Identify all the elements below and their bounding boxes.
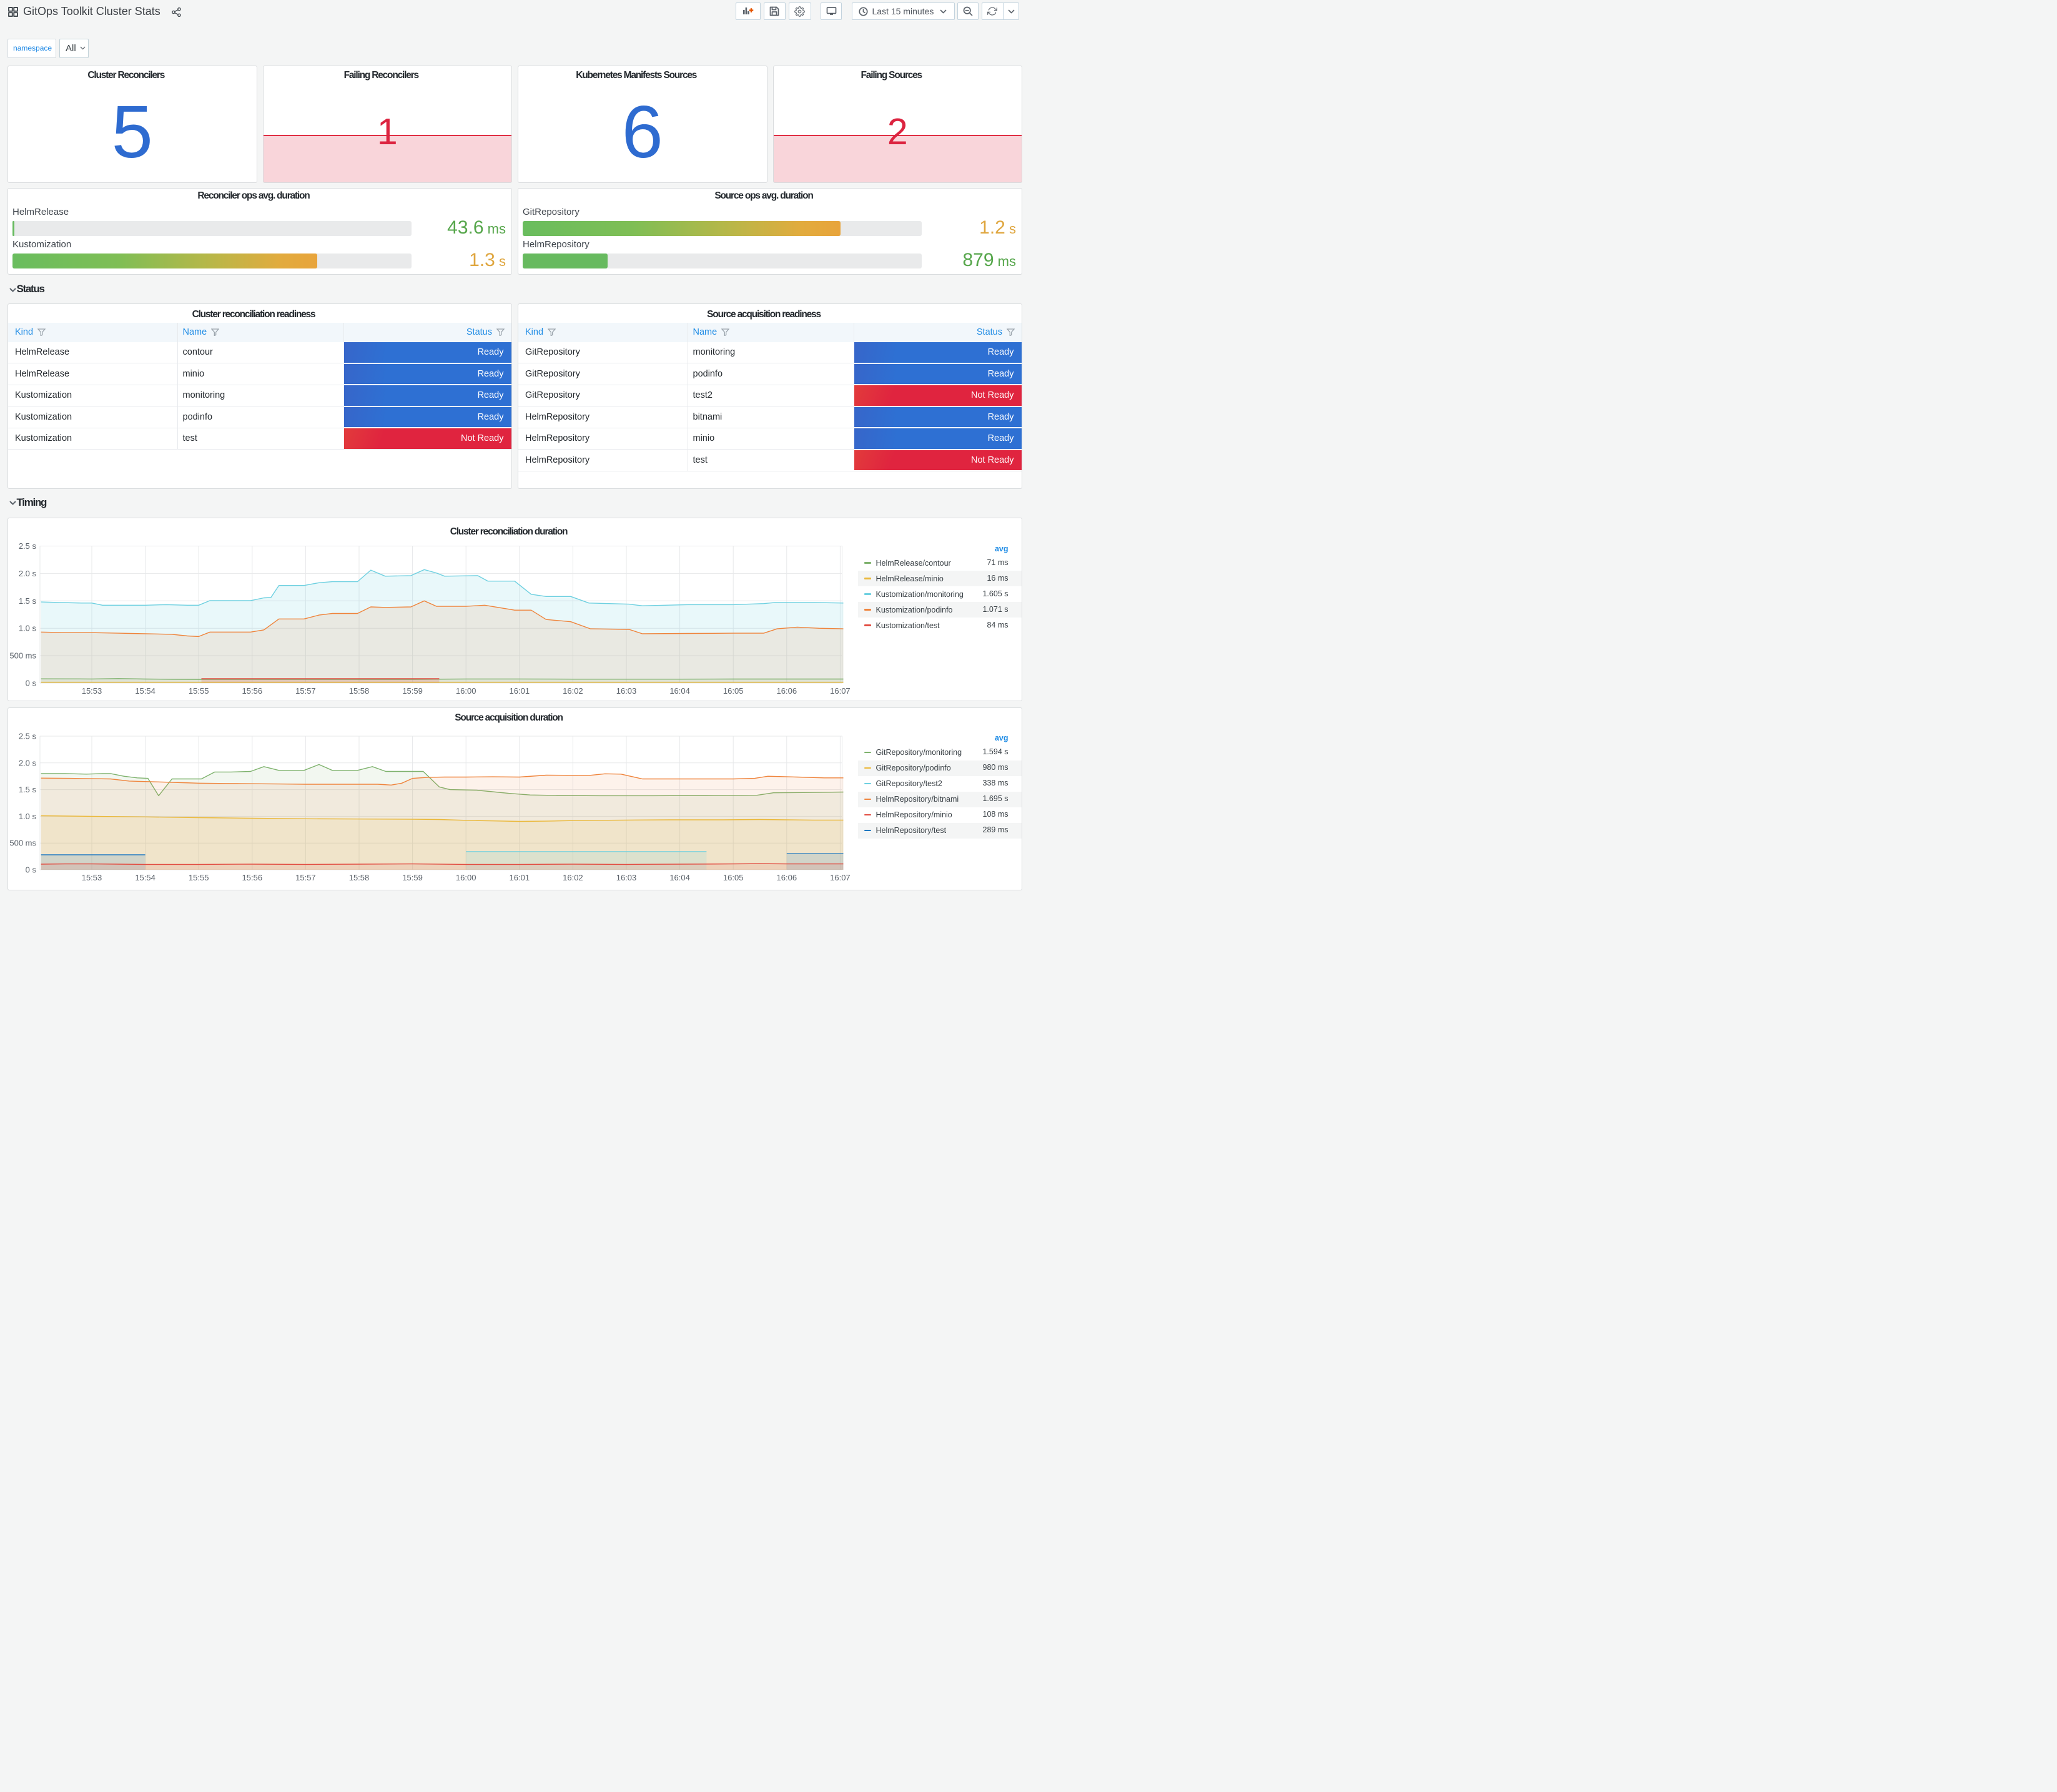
svg-text:16:01: 16:01 (510, 686, 530, 696)
svg-text:16:07: 16:07 (830, 686, 851, 696)
svg-text:16:06: 16:06 (777, 873, 797, 882)
svg-text:2.5 s: 2.5 s (19, 541, 37, 551)
svg-text:15:53: 15:53 (82, 686, 102, 696)
svg-text:16:03: 16:03 (616, 686, 637, 696)
svg-text:2.0 s: 2.0 s (19, 568, 37, 578)
svg-text:500 ms: 500 ms (9, 839, 36, 848)
svg-text:2.0 s: 2.0 s (19, 758, 37, 767)
svg-text:16:02: 16:02 (563, 873, 583, 882)
svg-text:15:59: 15:59 (402, 686, 423, 696)
svg-text:15:55: 15:55 (189, 873, 209, 882)
svg-text:16:04: 16:04 (669, 686, 690, 696)
svg-text:16:05: 16:05 (723, 873, 744, 882)
svg-text:16:07: 16:07 (830, 873, 851, 882)
svg-text:1.5 s: 1.5 s (19, 785, 37, 794)
svg-text:0 s: 0 s (26, 865, 37, 875)
svg-text:15:57: 15:57 (295, 873, 316, 882)
svg-text:16:03: 16:03 (616, 873, 637, 882)
svg-text:15:58: 15:58 (349, 686, 370, 696)
svg-text:1.5 s: 1.5 s (19, 596, 37, 605)
svg-text:15:59: 15:59 (402, 873, 423, 882)
svg-text:15:54: 15:54 (135, 873, 155, 882)
svg-text:15:56: 15:56 (242, 686, 263, 696)
svg-text:15:53: 15:53 (82, 873, 102, 882)
svg-text:15:58: 15:58 (349, 873, 370, 882)
svg-text:1.0 s: 1.0 s (19, 812, 37, 821)
svg-text:1.0 s: 1.0 s (19, 623, 37, 633)
svg-text:16:00: 16:00 (456, 873, 476, 882)
svg-text:0 s: 0 s (26, 678, 37, 687)
svg-text:16:04: 16:04 (669, 873, 690, 882)
svg-text:2.5 s: 2.5 s (19, 732, 37, 741)
svg-text:16:00: 16:00 (456, 686, 476, 696)
svg-text:16:02: 16:02 (563, 686, 583, 696)
svg-text:15:54: 15:54 (135, 686, 155, 696)
svg-text:16:05: 16:05 (723, 686, 744, 696)
svg-text:15:56: 15:56 (242, 873, 263, 882)
svg-text:15:55: 15:55 (189, 686, 209, 696)
svg-text:16:06: 16:06 (777, 686, 797, 696)
svg-text:500 ms: 500 ms (9, 651, 36, 660)
svg-text:15:57: 15:57 (295, 686, 316, 696)
svg-text:16:01: 16:01 (510, 873, 530, 882)
